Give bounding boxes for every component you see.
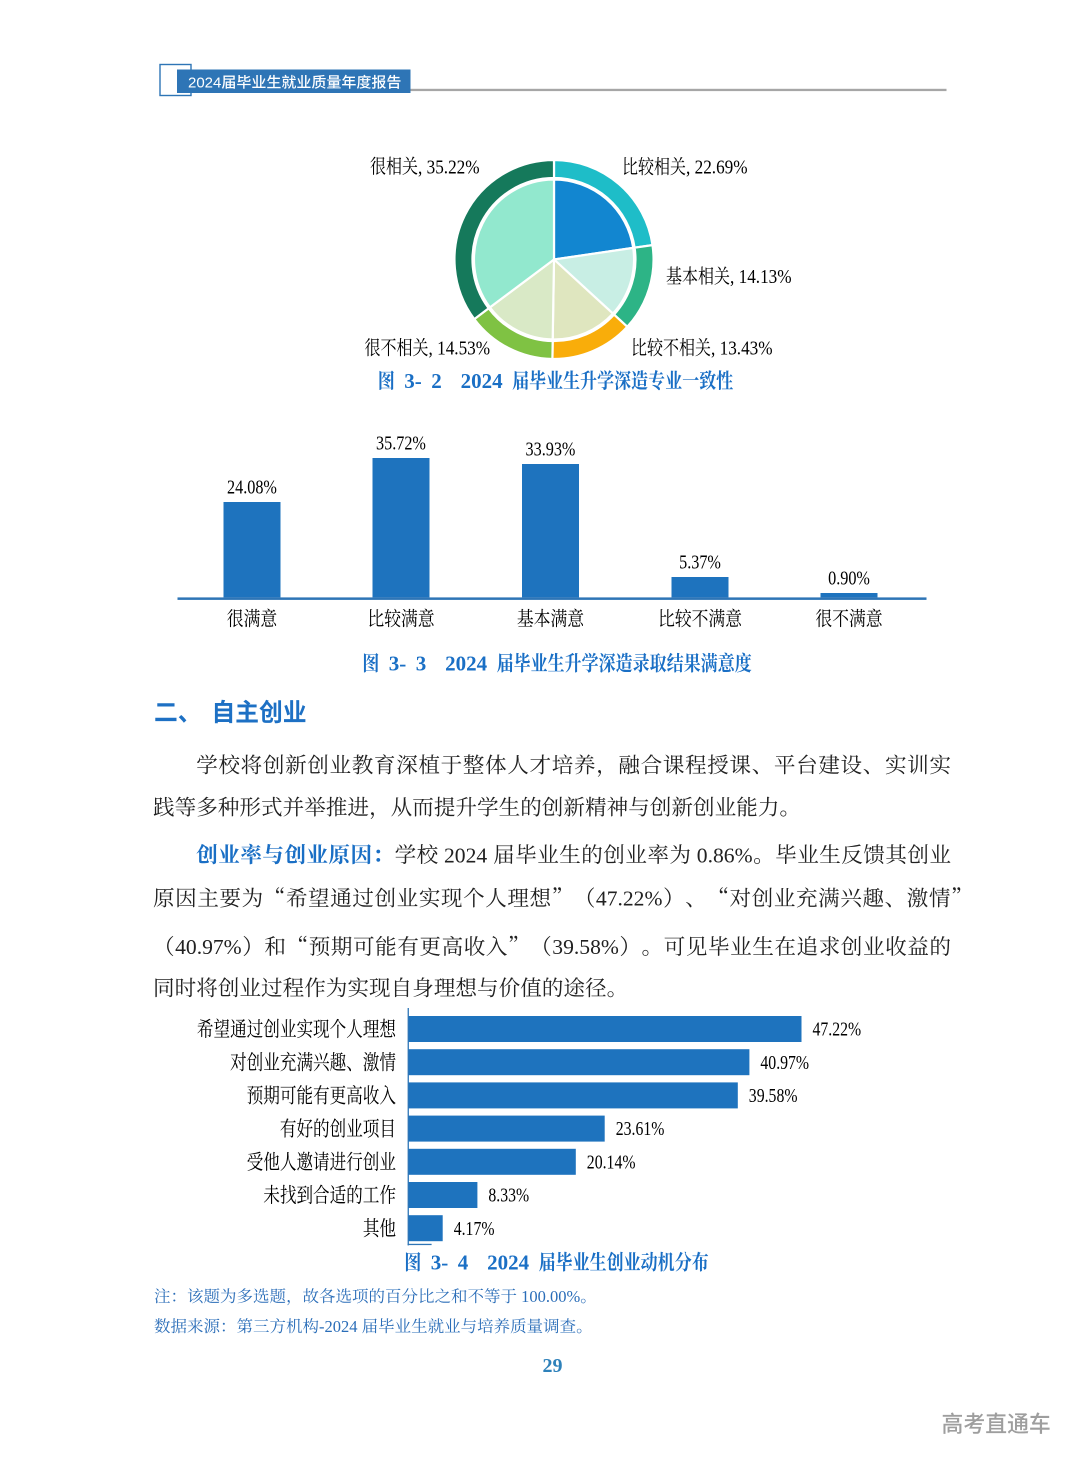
svg-text:47.22%: 47.22% <box>596 887 663 911</box>
svg-text:40.97%: 40.97% <box>760 1051 809 1073</box>
svg-text:14.53%: 14.53% <box>437 338 490 361</box>
svg-text:13.43%: 13.43% <box>720 338 773 361</box>
svg-text:,: , <box>686 157 690 180</box>
svg-text:35.72%: 35.72% <box>376 432 426 454</box>
svg-text:4: 4 <box>458 1251 469 1275</box>
svg-text:0.86%: 0.86% <box>697 843 753 867</box>
svg-text:47.22%: 47.22% <box>813 1018 862 1040</box>
svg-text:24.08%: 24.08% <box>227 476 277 498</box>
svg-text:8.33%: 8.33% <box>488 1184 529 1206</box>
svg-text:3-: 3- <box>404 369 422 393</box>
svg-text:,: , <box>418 156 422 179</box>
svg-text:35.22%: 35.22% <box>427 156 480 179</box>
svg-text:33.93%: 33.93% <box>526 438 576 460</box>
svg-text:5.37%: 5.37% <box>679 551 721 573</box>
svg-text:100.00%: 100.00% <box>521 1287 580 1306</box>
svg-text:2024: 2024 <box>445 652 488 676</box>
svg-text:0.90%: 0.90% <box>828 567 870 589</box>
svg-text:2024: 2024 <box>188 75 221 92</box>
svg-text:-2024: -2024 <box>319 1317 358 1336</box>
svg-text:2024: 2024 <box>444 843 487 867</box>
svg-text:39.58%: 39.58% <box>749 1084 798 1106</box>
svg-text:,: , <box>730 266 734 289</box>
svg-text:3: 3 <box>416 652 427 676</box>
svg-text:2024: 2024 <box>461 369 504 393</box>
svg-text:39.58%: 39.58% <box>552 935 619 959</box>
svg-text:22.69%: 22.69% <box>695 157 748 180</box>
svg-text:14.13%: 14.13% <box>739 266 792 289</box>
svg-text:40.97%: 40.97% <box>175 935 242 959</box>
svg-text:,: , <box>429 338 433 361</box>
svg-text:3-: 3- <box>389 652 407 676</box>
svg-text:29: 29 <box>543 1355 563 1377</box>
svg-text:23.61%: 23.61% <box>616 1117 665 1139</box>
svg-text:2024: 2024 <box>487 1251 529 1275</box>
svg-text:3-: 3- <box>431 1251 449 1275</box>
svg-text:20.14%: 20.14% <box>587 1151 636 1173</box>
svg-text:4.17%: 4.17% <box>454 1217 495 1239</box>
svg-text:2: 2 <box>431 369 442 393</box>
svg-text:,: , <box>711 338 715 361</box>
